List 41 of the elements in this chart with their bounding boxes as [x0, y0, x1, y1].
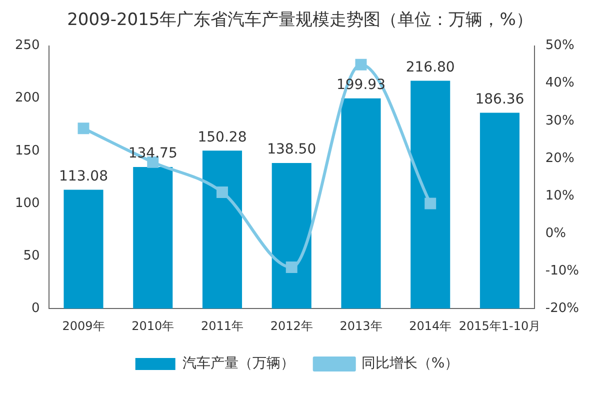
- y-tick-label: 50: [23, 248, 40, 264]
- data-label: 138.50: [267, 142, 316, 158]
- point: [286, 262, 298, 274]
- data-label: 150.28: [198, 129, 247, 146]
- data-label: 186.36: [475, 91, 524, 108]
- point: [424, 198, 436, 210]
- data-label: 216.80: [406, 59, 455, 76]
- y2-tick-label: 10%: [545, 188, 574, 204]
- chart-title: 2009-2015年广东省汽车产量规模走势图（单位：万辆，%）: [66, 9, 534, 31]
- x-tick-label: 2011年: [200, 318, 244, 333]
- legend-label: 同比增长（%）: [361, 356, 459, 372]
- y-tick-label: 200: [14, 90, 40, 106]
- point: [78, 122, 90, 134]
- y2-tick-label: 0%: [545, 226, 566, 241]
- bar: [133, 166, 173, 309]
- x-tick-label: 2014年: [409, 318, 452, 333]
- x-tick-label: 2009年: [62, 318, 105, 333]
- x-tick-label: 2012年: [270, 318, 313, 333]
- y2-tick-label: -20%: [545, 300, 580, 316]
- y2-tick-label: 50%: [545, 38, 574, 54]
- x-tick-label: 2013年: [340, 318, 382, 333]
- y2-tick-label: -10%: [545, 263, 580, 278]
- point: [355, 58, 367, 70]
- bar: [64, 190, 104, 309]
- x-tick-label: 2010年: [132, 318, 174, 333]
- bar: [410, 80, 450, 309]
- bar: [341, 98, 381, 309]
- point: [216, 186, 228, 198]
- data-label: 113.08: [59, 168, 108, 184]
- y2-tick-label: 30%: [545, 113, 574, 128]
- bar: [202, 150, 242, 309]
- y2-tick-label: 40%: [545, 76, 574, 91]
- legend-label: 汽车产量（万辆）: [182, 356, 294, 372]
- y-tick-label: 250: [14, 38, 40, 54]
- y-tick-label: 0: [32, 300, 40, 316]
- x-tick-label: 2015年1-10月: [458, 318, 541, 333]
- y2-tick-label: 20%: [545, 150, 574, 166]
- bar: [480, 112, 520, 309]
- y-tick-label: 100: [14, 196, 40, 211]
- bar: [272, 163, 312, 309]
- y-tick-label: 150: [14, 143, 40, 158]
